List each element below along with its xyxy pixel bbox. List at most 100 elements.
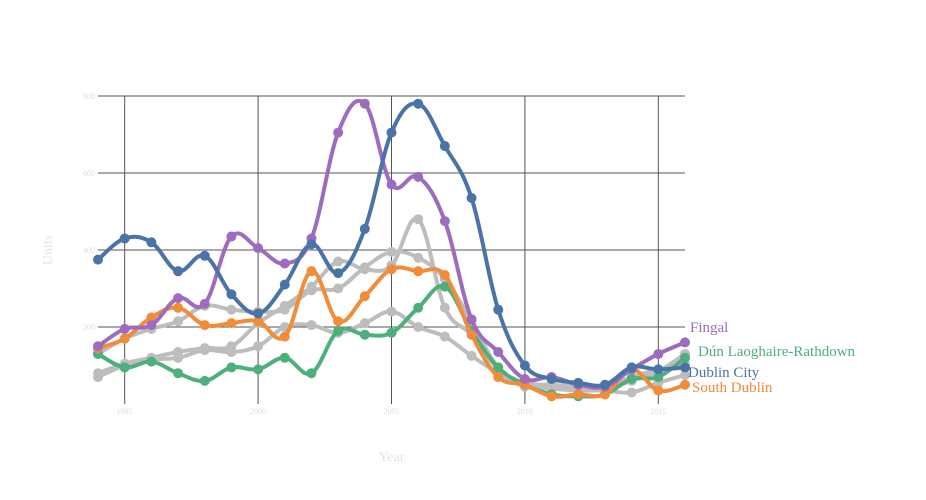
data-point bbox=[573, 377, 584, 388]
data-point bbox=[333, 316, 344, 327]
data-point bbox=[413, 302, 424, 313]
data-point bbox=[413, 171, 424, 182]
data-point bbox=[199, 298, 210, 309]
data-point bbox=[466, 314, 477, 325]
data-point bbox=[93, 341, 103, 352]
data-point bbox=[359, 329, 370, 340]
data-point bbox=[493, 362, 504, 373]
y-tick-label: 600 bbox=[83, 169, 95, 178]
data-point bbox=[466, 193, 477, 204]
data-point bbox=[199, 375, 210, 386]
series-dublin-city bbox=[93, 98, 690, 390]
data-point bbox=[359, 223, 370, 234]
x-tick-label: 1995 bbox=[117, 407, 133, 416]
data-point bbox=[386, 127, 397, 138]
data-point bbox=[173, 293, 184, 304]
y-axis-title: Units bbox=[41, 235, 56, 265]
data-point bbox=[439, 281, 450, 292]
data-point bbox=[146, 320, 157, 331]
data-point bbox=[680, 370, 690, 381]
label-d-n-laoghaire-rathdown: Dún Laoghaire-Rathdown bbox=[698, 344, 856, 360]
data-point bbox=[493, 347, 504, 358]
data-point bbox=[306, 320, 317, 331]
data-point bbox=[333, 127, 344, 138]
data-point bbox=[173, 302, 184, 313]
data-point bbox=[279, 304, 290, 315]
data-point bbox=[626, 362, 637, 373]
data-point bbox=[466, 350, 477, 361]
data-point bbox=[439, 302, 450, 313]
data-point bbox=[253, 364, 264, 375]
data-point bbox=[413, 214, 424, 225]
data-point bbox=[279, 279, 290, 290]
data-point bbox=[93, 372, 103, 383]
data-point bbox=[226, 304, 237, 315]
data-point bbox=[386, 306, 397, 317]
data-point bbox=[333, 268, 344, 279]
data-point bbox=[173, 368, 184, 379]
data-point bbox=[386, 246, 397, 257]
data-point bbox=[413, 322, 424, 332]
data-point bbox=[119, 362, 130, 373]
label-fingal: Fingal bbox=[690, 320, 728, 336]
data-point bbox=[333, 256, 344, 267]
data-point bbox=[493, 372, 504, 383]
series-south-dublin bbox=[93, 264, 690, 402]
data-point bbox=[306, 368, 317, 379]
data-point bbox=[333, 325, 344, 336]
data-point bbox=[493, 304, 504, 315]
data-point bbox=[253, 243, 264, 254]
data-point bbox=[466, 329, 477, 340]
label-south-dublin: South Dublin bbox=[692, 380, 773, 396]
data-point bbox=[146, 356, 157, 367]
data-point bbox=[653, 348, 664, 359]
data-point bbox=[226, 347, 237, 358]
data-point bbox=[680, 337, 690, 348]
data-point bbox=[519, 360, 530, 371]
data-point bbox=[226, 362, 237, 373]
data-point bbox=[306, 239, 317, 250]
data-point bbox=[173, 316, 184, 327]
data-point bbox=[599, 379, 610, 390]
data-point bbox=[439, 270, 450, 281]
data-point bbox=[199, 345, 210, 356]
data-point bbox=[279, 352, 290, 363]
data-point bbox=[253, 308, 264, 319]
data-point bbox=[680, 352, 690, 363]
data-point bbox=[226, 318, 237, 329]
data-point bbox=[413, 266, 424, 277]
series-end-labels: Fingal Dún Laoghaire-Rathdown Dublin CityS… bbox=[688, 320, 856, 396]
data-point bbox=[439, 216, 450, 227]
data-point bbox=[439, 141, 450, 152]
data-point bbox=[386, 179, 397, 190]
data-point bbox=[386, 264, 397, 275]
y-tick-label: 400 bbox=[83, 246, 95, 255]
data-point bbox=[119, 233, 130, 244]
data-point bbox=[546, 373, 557, 384]
data-point bbox=[519, 373, 530, 384]
chart-series bbox=[93, 98, 690, 402]
data-point bbox=[680, 379, 690, 390]
data-point bbox=[173, 266, 184, 277]
data-point bbox=[413, 98, 424, 109]
y-tick-label: 200 bbox=[83, 323, 95, 332]
data-point bbox=[653, 372, 664, 383]
data-point bbox=[359, 262, 370, 273]
data-point bbox=[146, 312, 157, 323]
axis-ticks: 200 400 600 800 1995 2000 2005 2010 2015 bbox=[83, 92, 666, 416]
data-point bbox=[306, 266, 317, 277]
data-point bbox=[626, 373, 637, 384]
data-point bbox=[573, 389, 584, 400]
data-point bbox=[653, 364, 664, 375]
data-point bbox=[680, 362, 690, 373]
data-point bbox=[173, 352, 184, 363]
x-tick-label: 2000 bbox=[250, 407, 266, 416]
data-point bbox=[333, 283, 344, 294]
data-point bbox=[439, 331, 450, 342]
y-tick-label: 800 bbox=[83, 92, 95, 101]
data-point bbox=[119, 333, 130, 344]
x-tick-label: 2015 bbox=[650, 407, 666, 416]
data-point bbox=[93, 254, 103, 265]
data-point bbox=[119, 323, 130, 334]
data-point bbox=[653, 385, 664, 396]
